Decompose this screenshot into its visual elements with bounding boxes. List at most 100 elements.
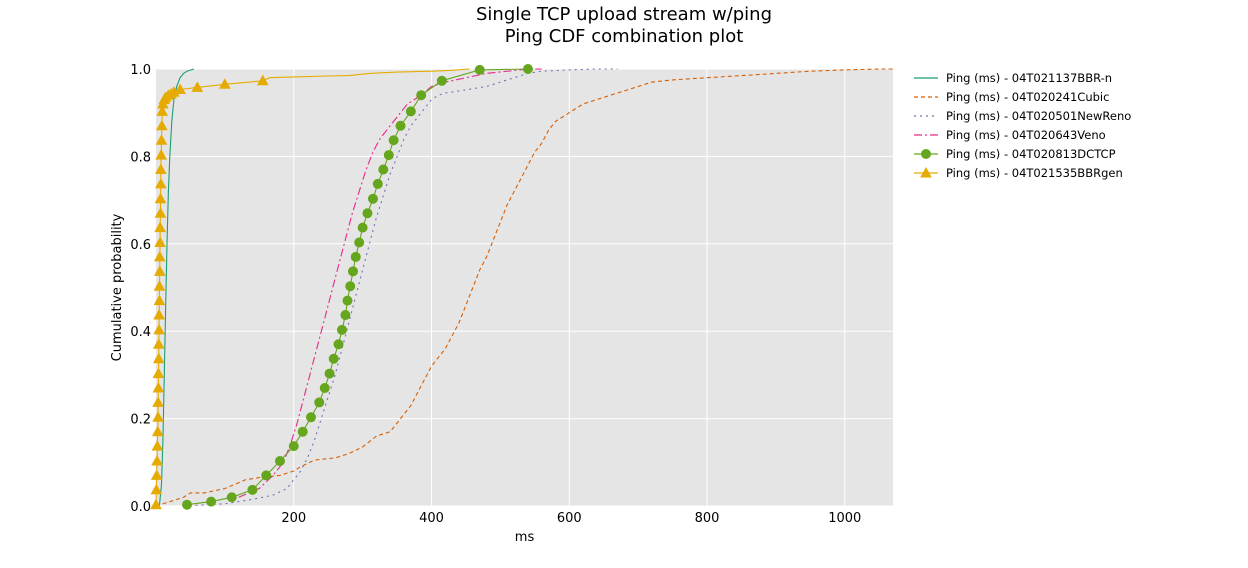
data-point bbox=[474, 64, 485, 75]
x-tick-label: 600 bbox=[557, 511, 582, 526]
data-point bbox=[150, 498, 162, 510]
y-axis-label: Cumulative probability bbox=[110, 213, 125, 361]
data-point bbox=[395, 120, 406, 131]
data-point bbox=[150, 469, 163, 480]
data-point bbox=[154, 163, 167, 175]
x-axis-label: ms bbox=[515, 530, 535, 545]
data-point bbox=[522, 64, 533, 74]
data-point bbox=[324, 368, 335, 379]
legend-item: Ping (ms) - 04T020241Cubic bbox=[914, 90, 1109, 104]
data-point bbox=[350, 251, 361, 262]
data-point bbox=[152, 367, 165, 379]
data-point bbox=[153, 294, 166, 306]
data-point bbox=[247, 484, 258, 495]
data-point bbox=[152, 381, 165, 393]
legend-label: Ping (ms) - 04T021137BBR-n bbox=[946, 71, 1112, 85]
legend-item: Ping (ms) - 04T020501NewReno bbox=[914, 109, 1131, 123]
data-point bbox=[153, 265, 166, 276]
data-point bbox=[345, 281, 356, 292]
data-point bbox=[155, 134, 168, 145]
y-tick-label: 0.4 bbox=[130, 325, 151, 340]
data-point bbox=[319, 383, 330, 394]
legend-label: Ping (ms) - 04T020813DCTCP bbox=[946, 147, 1116, 161]
x-tick-label: 400 bbox=[419, 511, 444, 526]
data-point bbox=[151, 425, 164, 437]
data-point bbox=[372, 178, 383, 189]
data-point bbox=[354, 237, 365, 248]
data-point bbox=[152, 396, 164, 407]
legend-item: Ping (ms) - 04T020813DCTCP bbox=[914, 147, 1116, 161]
data-point bbox=[256, 74, 269, 86]
data-point bbox=[333, 339, 344, 350]
data-point bbox=[342, 295, 353, 306]
data-point bbox=[405, 106, 416, 117]
x-tick-label: 1000 bbox=[828, 511, 861, 526]
data-point bbox=[347, 266, 358, 277]
legend-label: Ping (ms) - 04T020241Cubic bbox=[946, 90, 1109, 104]
data-point bbox=[367, 193, 378, 204]
data-point bbox=[155, 149, 168, 160]
data-point bbox=[153, 309, 165, 320]
legend: Ping (ms) - 04T021137BBR-n Ping (ms) - 04… bbox=[914, 71, 1131, 180]
data-point bbox=[154, 177, 167, 189]
data-point bbox=[153, 250, 166, 262]
data-point bbox=[314, 397, 325, 408]
series-1 bbox=[158, 68, 195, 507]
x-tick-label: 200 bbox=[281, 511, 306, 526]
data-point bbox=[156, 119, 168, 131]
legend-label: Ping (ms) - 04T021535BBRgen bbox=[946, 166, 1123, 180]
chart-subtitle: Ping CDF combination plot bbox=[505, 26, 744, 47]
data-point bbox=[181, 499, 192, 510]
series-5 bbox=[181, 64, 533, 510]
series-line bbox=[183, 68, 618, 507]
y-tick-label: 0.2 bbox=[130, 413, 151, 428]
data-point bbox=[297, 426, 308, 437]
chart-title: Single TCP upload stream w/ping bbox=[476, 4, 772, 25]
y-tick-label: 0.0 bbox=[130, 500, 151, 515]
data-point bbox=[261, 470, 272, 481]
data-point bbox=[416, 90, 427, 101]
data-point bbox=[153, 323, 165, 335]
data-point bbox=[154, 192, 167, 204]
legend-marker bbox=[920, 166, 932, 178]
data-point bbox=[328, 353, 339, 364]
series-line bbox=[186, 68, 528, 506]
legend-item: Ping (ms) - 04T021137BBR-n bbox=[914, 71, 1112, 85]
data-point bbox=[378, 164, 389, 175]
data-point bbox=[151, 440, 164, 451]
data-point bbox=[336, 324, 347, 335]
series-3 bbox=[183, 68, 618, 507]
data-point bbox=[206, 496, 217, 507]
data-point bbox=[152, 338, 165, 349]
data-point bbox=[274, 455, 285, 466]
data-point bbox=[340, 310, 351, 321]
legend-marker bbox=[921, 149, 931, 159]
legend-item: Ping (ms) - 04T021535BBRgen bbox=[914, 166, 1123, 180]
data-point bbox=[153, 280, 166, 291]
series-line bbox=[155, 68, 893, 507]
y-tick-label: 0.8 bbox=[130, 150, 151, 165]
y-tick-label: 0.6 bbox=[130, 238, 151, 253]
data-point bbox=[362, 208, 373, 219]
series-group bbox=[150, 64, 893, 510]
data-point bbox=[305, 412, 316, 423]
legend-item: Ping (ms) - 04T020643Veno bbox=[914, 128, 1106, 142]
y-tick-label: 1.0 bbox=[130, 63, 151, 78]
data-point bbox=[156, 105, 169, 116]
grid bbox=[156, 68, 893, 507]
data-point bbox=[383, 150, 394, 161]
series-line bbox=[158, 68, 195, 507]
x-tick-labels: 200 400 600 800 1000 bbox=[281, 511, 861, 526]
series-6 bbox=[150, 68, 470, 510]
x-tick-label: 800 bbox=[695, 511, 720, 526]
data-point bbox=[152, 411, 164, 422]
legend-label: Ping (ms) - 04T020501NewReno bbox=[946, 109, 1131, 123]
data-point bbox=[152, 352, 165, 364]
y-tick-labels: 0.0 0.2 0.4 0.6 0.8 1.0 bbox=[130, 63, 151, 515]
data-point bbox=[154, 236, 166, 247]
data-point bbox=[226, 492, 237, 503]
data-point bbox=[436, 75, 447, 86]
data-point bbox=[219, 78, 231, 89]
data-point bbox=[174, 83, 186, 95]
